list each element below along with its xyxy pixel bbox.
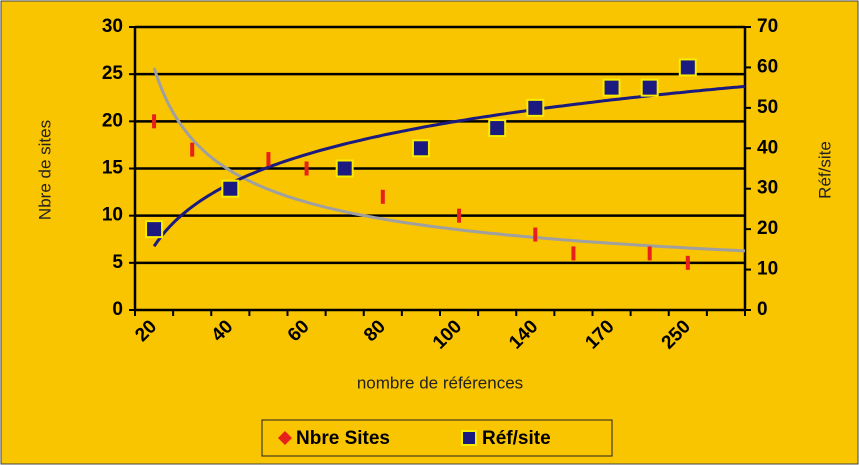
y-tick-label: 15: [102, 158, 124, 179]
y-tick-label: 30: [102, 16, 123, 37]
marker: [640, 78, 659, 97]
legend-label: Nbre Sites: [296, 428, 390, 449]
marker: [526, 98, 545, 117]
marker: [533, 227, 538, 242]
marker: [145, 220, 164, 239]
y2-tick-label: 30: [757, 178, 778, 199]
y-tick-label: 0: [112, 299, 123, 320]
y-axis-title: Nbre de sites: [35, 120, 54, 220]
marker: [602, 78, 621, 97]
marker: [221, 179, 240, 198]
legend-box: [261, 419, 613, 457]
y2-tick-label: 50: [757, 97, 778, 118]
y-tick-label: 10: [102, 205, 123, 226]
marker: [152, 114, 157, 129]
y-tick-label: 20: [102, 110, 123, 131]
y2-tick-label: 10: [757, 259, 778, 280]
marker: [411, 139, 430, 158]
legend-marker: [461, 430, 477, 446]
marker: [457, 208, 462, 223]
marker: [685, 255, 690, 270]
x-axis-title: nombre de références: [357, 373, 523, 392]
y-tick-label: 25: [102, 63, 124, 84]
y2-tick-label: 40: [757, 137, 778, 158]
y2-axis-title: Réf/site: [815, 141, 834, 199]
marker: [266, 152, 271, 167]
y2-tick-label: 60: [757, 56, 778, 77]
y2-tick-label: 20: [757, 218, 778, 239]
marker: [304, 161, 309, 176]
y2-tick-label: 70: [757, 16, 778, 37]
marker: [335, 159, 354, 178]
marker: [678, 58, 697, 77]
marker: [380, 189, 385, 204]
y-tick-label: 5: [112, 252, 123, 273]
y2-tick-label: 0: [757, 299, 768, 320]
marker: [571, 246, 576, 261]
legend-label: Réf/site: [482, 428, 551, 449]
marker: [190, 142, 195, 157]
marker: [488, 119, 507, 138]
trend-line: [152, 67, 746, 253]
legend-marker: [278, 431, 292, 445]
marker: [647, 246, 652, 261]
